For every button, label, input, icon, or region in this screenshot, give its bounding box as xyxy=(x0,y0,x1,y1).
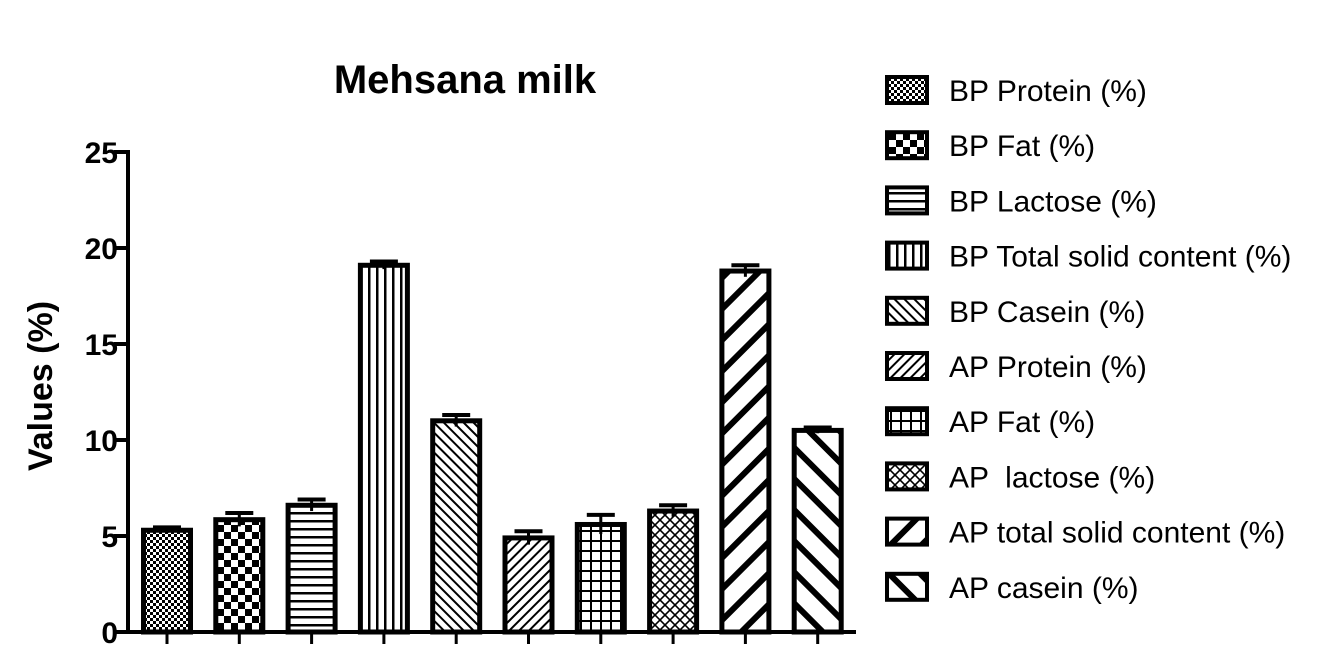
legend-label-8: AP lactose (%) xyxy=(949,461,1155,494)
legend-label-6: AP Protein (%) xyxy=(949,351,1147,384)
legend-label-4: BP Total solid content (%) xyxy=(949,241,1291,274)
bar-8 xyxy=(647,508,700,635)
error-bars-group xyxy=(153,259,832,545)
legend-entry-4: BP Total solid content (%) xyxy=(885,240,1291,274)
legend-entry-6: AP Protein (%) xyxy=(885,351,1147,384)
legend-entry-3: BP Lactose (%) xyxy=(885,185,1157,218)
legend-swatch-10 xyxy=(885,571,929,602)
y-axis-label: Values (%) xyxy=(22,301,60,471)
bar-2 xyxy=(213,517,266,635)
error-bar-8 xyxy=(659,503,688,517)
bar-1 xyxy=(141,527,193,635)
bar-7 xyxy=(574,521,627,635)
legend-label-10: AP casein (%) xyxy=(949,572,1139,605)
y-tick-label-10: 10 xyxy=(85,425,118,458)
bar-4 xyxy=(357,262,410,635)
error-bar-9 xyxy=(731,263,760,277)
legend-entry-7: AP Fat (%) xyxy=(885,406,1095,439)
legend-entry-9: AP total solid content (%) xyxy=(885,516,1285,550)
error-bar-1 xyxy=(153,525,181,534)
legend-entry-5: BP Casein (%) xyxy=(885,295,1145,329)
y-tick-label-25: 25 xyxy=(85,137,118,170)
legend-swatch-7 xyxy=(885,406,929,437)
legend-label-2: BP Fat (%) xyxy=(949,130,1095,163)
bar-6 xyxy=(502,535,555,635)
legend-label-7: AP Fat (%) xyxy=(949,406,1095,439)
legend: BP Protein (%) BP Fat (%) BP Lactose (%) BP… xyxy=(885,75,1291,605)
legend-label-9: AP total solid content (%) xyxy=(949,517,1285,550)
legend-swatch-3 xyxy=(885,185,929,216)
legend-swatch-6 xyxy=(885,351,929,381)
error-bar-2 xyxy=(225,510,254,527)
bar-9 xyxy=(719,268,772,635)
y-tick-label-0: 0 xyxy=(101,617,118,646)
legend-entry-1: BP Protein (%) xyxy=(885,75,1147,108)
error-bar-7 xyxy=(586,512,615,535)
axes-group: 0 5 10 15 20 25 xyxy=(85,137,856,646)
legend-swatch-5 xyxy=(885,295,929,326)
bar-3 xyxy=(285,502,338,635)
legend-label-1: BP Protein (%) xyxy=(949,75,1147,108)
bar-5 xyxy=(430,418,483,635)
error-bar-6 xyxy=(514,529,543,545)
error-bar-3 xyxy=(297,497,326,512)
y-tick-label-15: 15 xyxy=(85,329,118,362)
error-bar-4 xyxy=(369,259,398,270)
bars-group xyxy=(141,262,844,635)
legend-entry-10: AP casein (%) xyxy=(885,571,1139,605)
legend-swatch-1 xyxy=(885,75,929,105)
y-tick-label-5: 5 xyxy=(101,521,118,554)
bar-10 xyxy=(791,427,844,635)
legend-swatch-2 xyxy=(885,130,929,161)
legend-swatch-4 xyxy=(885,240,929,271)
legend-label-5: BP Casein (%) xyxy=(949,296,1145,329)
legend-entry-8: AP lactose (%) xyxy=(885,461,1155,494)
legend-swatch-9 xyxy=(885,516,929,547)
y-tick-label-20: 20 xyxy=(85,233,118,266)
legend-label-3: BP Lactose (%) xyxy=(949,185,1157,218)
chart-title: Mehsana milk xyxy=(334,58,597,102)
legend-swatch-8 xyxy=(885,461,929,492)
error-bar-5 xyxy=(442,413,471,427)
error-bar-10 xyxy=(803,425,832,434)
legend-entry-2: BP Fat (%) xyxy=(885,130,1095,163)
